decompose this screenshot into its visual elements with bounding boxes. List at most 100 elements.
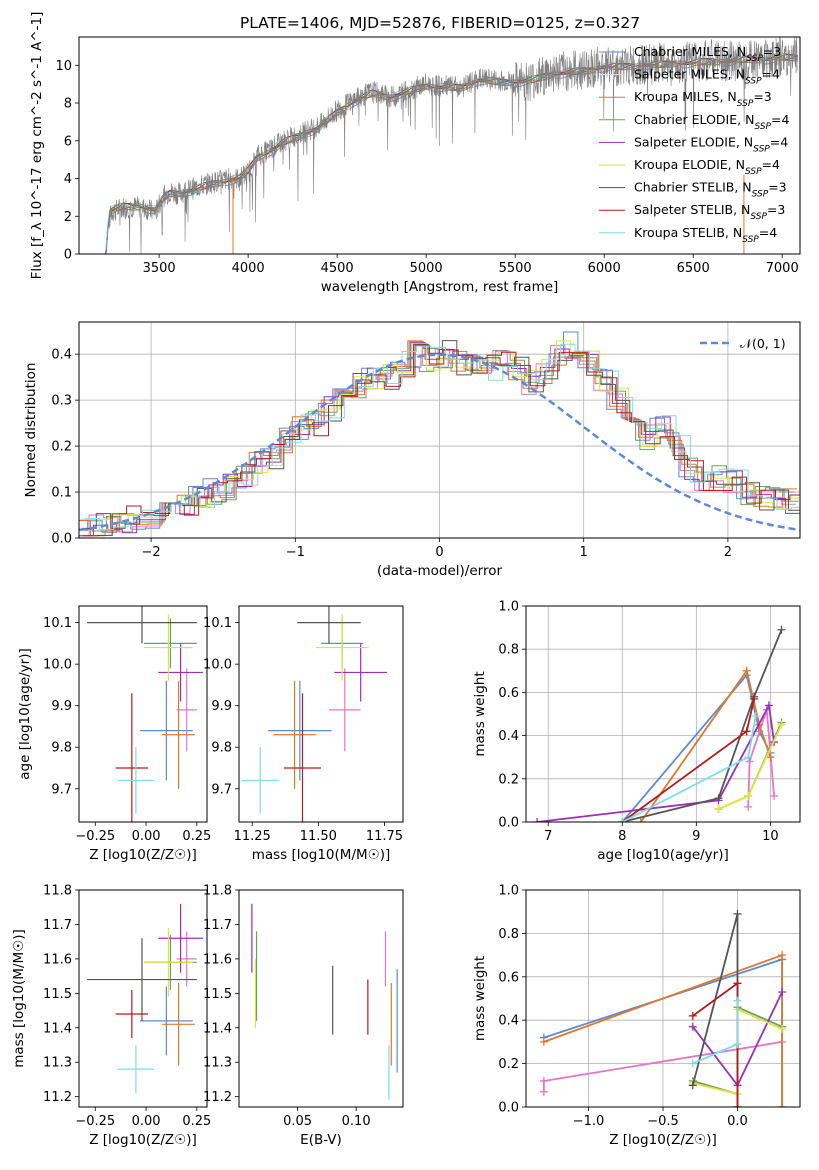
plot-frame (78, 36, 801, 255)
weight-vs-metallicity-panel: −1.0 −0.5 0.0 0.0 0.2 0.4 0.6 0.8 1.0 Z [log10(Z/… (472, 884, 801, 1148)
y-tick-label: 11.3 (203, 1056, 232, 1071)
legend-entry: Salpeter MILES, NSSP=4 (634, 67, 780, 87)
weight-vs-age-panel: 7 8 9 10 0.0 0.2 0.4 0.6 0.8 1.0 age [log10(age/yr… (472, 600, 801, 863)
y-tick-label: 0.0 (498, 1101, 519, 1116)
y-tick-label: 0.8 (498, 927, 519, 942)
x-tick-label: −0.5 (647, 1114, 679, 1129)
weight-marker (539, 1087, 548, 1096)
plot-frame (78, 605, 208, 823)
x-tick-label: 4500 (321, 261, 354, 276)
weight-marker (733, 909, 742, 918)
x-tick-label: 0 (435, 545, 443, 560)
y-tick-label: 9.8 (51, 741, 72, 756)
x-tick-label: −2 (142, 545, 161, 560)
y-tick-label: 0.4 (498, 729, 519, 744)
weight-marker (766, 753, 775, 762)
weight-marker (744, 753, 753, 762)
x-tick-label: 11.25 (234, 829, 271, 844)
y-tick-label: 9.9 (51, 699, 72, 714)
x-axis-label: Z [log10(Z/Z☉)] (89, 1132, 197, 1148)
weight-marker (777, 720, 786, 729)
weight-marker (714, 794, 723, 803)
y-tick-label: 0.6 (498, 686, 519, 701)
x-tick-label: 6000 (588, 261, 621, 276)
age-vs-metallicity-panel: −0.25 0.00 0.25 9.7 9.8 9.9 10.0 10.1 Z [log10(Z… (17, 605, 211, 863)
y-tick-label: 0.3 (51, 394, 72, 409)
x-tick-label: −1 (286, 545, 305, 560)
weight-line (747, 709, 775, 807)
x-axis-label: (data-model)/error (377, 563, 503, 579)
legend-entry: Chabrier ELODIE, NSSP=4 (634, 112, 789, 132)
x-axis-label: mass [log10(M/M☉)] (252, 847, 391, 863)
x-tick-label: 11.75 (366, 829, 403, 844)
y-tick-label: 11.8 (43, 884, 72, 899)
weight-marker (688, 1081, 697, 1090)
x-tick-label: 4000 (232, 261, 265, 276)
y-tick-label: 0.4 (498, 1014, 519, 1029)
residual-histogram-step (84, 343, 800, 531)
y-tick-label: 11.2 (203, 1090, 232, 1105)
x-tick-label: 0.0 (727, 1114, 748, 1129)
y-tick-label: 0.0 (498, 816, 519, 831)
x-tick-label: 11.50 (300, 829, 337, 844)
y-tick-label: 10 (55, 59, 72, 74)
y-tick-label: 0.0 (51, 532, 72, 547)
weight-marker (742, 727, 751, 736)
mass-vs-extinction-panel: 0.05 0.10 11.2 11.3 11.4 11.5 11.6 11.7 11.8 E(B-… (203, 884, 404, 1148)
legend-entry: Chabrier MILES, NSSP=3 (634, 44, 781, 64)
x-tick-label: −0.25 (75, 829, 115, 844)
x-tick-label: 0.25 (182, 829, 211, 844)
weight-marker (539, 1037, 548, 1046)
x-tick-label: 2 (724, 545, 732, 560)
y-tick-label: 11.6 (43, 952, 72, 967)
y-tick-label: 10.1 (203, 616, 232, 631)
weight-marker (744, 802, 753, 811)
weight-marker (636, 818, 645, 822)
y-tick-label: 10.0 (203, 658, 232, 673)
x-tick-label: 8 (618, 829, 626, 844)
residual-histogram-step (83, 344, 800, 537)
x-axis-label: age [log10(age/yr)] (597, 847, 729, 863)
weight-marker (618, 818, 627, 822)
y-axis-label: mass weight (472, 671, 488, 756)
weight-marker (744, 792, 753, 801)
weight-marker (733, 996, 742, 1005)
legend-entry: Kroupa STELIB, NSSP=4 (634, 225, 777, 245)
y-tick-label: 0.6 (498, 970, 519, 985)
plot-frame (78, 321, 801, 539)
residual-histogram-step (79, 345, 796, 537)
y-tick-label: 6 (64, 134, 72, 149)
y-tick-label: 0.2 (51, 440, 72, 455)
y-tick-label: 11.6 (203, 952, 232, 967)
x-tick-label: 10 (762, 829, 779, 844)
y-tick-label: 11.7 (203, 918, 232, 933)
legend-entry: 𝒩(0, 1) (740, 336, 786, 351)
x-tick-label: 0.05 (283, 1114, 312, 1129)
y-tick-label: 0.8 (498, 643, 519, 658)
plot-frame (238, 889, 404, 1108)
x-axis-label: Z [log10(Z/Z☉)] (609, 1132, 717, 1148)
weight-marker (750, 694, 759, 703)
weight-marker (777, 625, 786, 634)
x-tick-label: 5000 (410, 261, 443, 276)
weight-marker (533, 818, 542, 822)
weight-marker (539, 1076, 548, 1085)
mass-vs-metallicity-panel: −0.25 0.00 0.25 11.2 11.3 11.4 11.5 11.6 11.7 11.… (11, 884, 211, 1149)
x-tick-label: −0.25 (75, 1114, 115, 1129)
y-tick-label: 0.2 (498, 772, 519, 787)
weight-marker (764, 701, 773, 710)
y-tick-label: 9.8 (211, 741, 232, 756)
weight-marker (778, 1103, 787, 1107)
plot-frame (78, 889, 208, 1108)
x-tick-label: 5500 (499, 261, 532, 276)
weight-marker (742, 666, 751, 675)
y-tick-label: 8 (64, 97, 72, 112)
legend-entry: Kroupa ELODIE, NSSP=4 (634, 157, 780, 177)
y-tick-label: 11.4 (203, 1021, 232, 1036)
plot-frame (525, 605, 801, 823)
y-tick-label: 10.1 (43, 616, 72, 631)
y-tick-label: 0 (64, 248, 72, 263)
weight-marker (778, 1024, 787, 1033)
weight-marker (733, 1040, 742, 1049)
weight-marker (751, 712, 760, 721)
